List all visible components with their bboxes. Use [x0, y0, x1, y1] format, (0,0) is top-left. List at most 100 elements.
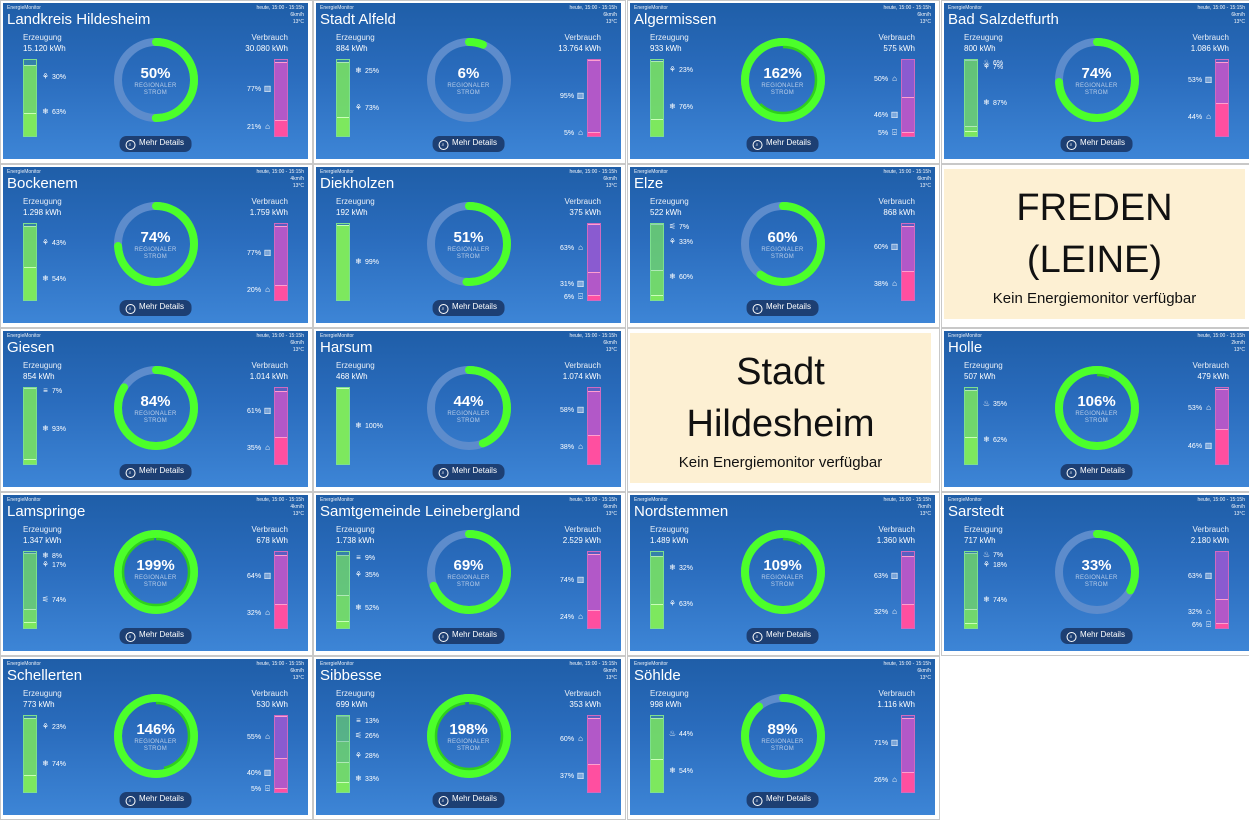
generation-label: Erzeugung	[650, 197, 689, 206]
caption-line: REGIONALER	[447, 83, 490, 89]
brand-label: EnergieMonitor	[634, 661, 668, 667]
consumption-value: 868 kWh	[883, 208, 915, 217]
consumption-legend-item: 38% ⌂	[874, 279, 899, 288]
home-icon: ⌂	[1206, 403, 1211, 413]
solar-icon: ⚘	[354, 103, 363, 113]
consumption-share: 21%	[247, 123, 263, 131]
time-label: heute, 15:00 - 15:15h	[569, 333, 617, 339]
time-label: heute, 15:00 - 15:15h	[569, 497, 617, 503]
no-monitor-title: Stadt Hildesheim	[687, 346, 875, 450]
consumption-value: 1.086 kWh	[1190, 44, 1229, 53]
more-details-button[interactable]: ⌕ Mehr Details	[432, 300, 505, 316]
more-details-button[interactable]: ⌕ Mehr Details	[746, 136, 819, 152]
generation-share: 54%	[50, 276, 66, 284]
consumption-legend-item: 31% ▥	[560, 279, 585, 288]
consumption-share: 55%	[247, 733, 263, 741]
generation-bar-segment	[24, 774, 36, 792]
more-details-label: Mehr Details	[452, 794, 497, 803]
regional-percent: 6%	[457, 65, 480, 82]
generation-label: Erzeugung	[23, 525, 62, 534]
more-details-button[interactable]: ⌕ Mehr Details	[1060, 464, 1133, 480]
consumption-bar	[901, 223, 915, 301]
more-details-button[interactable]: ⌕ Mehr Details	[119, 136, 192, 152]
more-details-button[interactable]: ⌕ Mehr Details	[432, 464, 505, 480]
tile-title: Nordstemmen	[634, 503, 729, 520]
regional-percent: 198%	[449, 721, 488, 738]
consumption-value: 530 kWh	[256, 700, 288, 709]
tile-cell: EnergieMonitor heute, 15:00 - 15:15h 6km/h…	[941, 0, 1249, 164]
tile-cell: EnergieMonitor heute, 15:00 - 15:15h 4km/h…	[0, 492, 313, 656]
consumption-legend-item: 5% ⌹	[878, 128, 899, 138]
consumption-legend-item: 44% ⌂	[1188, 112, 1213, 121]
consumption-legend-item: 77% ▥	[247, 84, 272, 93]
wind-speed: 6km/h	[603, 176, 617, 182]
more-details-button[interactable]: ⌕ Mehr Details	[119, 792, 192, 808]
generation-share: 93%	[50, 425, 66, 433]
consumption-legend-item: 38% ⌂	[560, 442, 585, 451]
ring-progress	[113, 38, 198, 122]
more-details-button[interactable]: ⌕ Mehr Details	[432, 628, 505, 644]
generation-label: Erzeugung	[336, 197, 375, 206]
ring-overflow	[1062, 373, 1131, 443]
biomass-icon: ♨	[668, 729, 677, 739]
generation-share: 60%	[677, 274, 693, 282]
consumption-value: 1.074 kWh	[562, 372, 601, 381]
caption-line: REGIONALER	[761, 83, 804, 89]
more-details-button[interactable]: ⌕ Mehr Details	[119, 300, 192, 316]
details-icon: ⌕	[1066, 632, 1077, 642]
generation-bar-segment	[337, 555, 349, 595]
consumption-share: 77%	[247, 86, 263, 94]
more-details-button[interactable]: ⌕ Mehr Details	[119, 464, 192, 480]
consumption-value: 353 kWh	[569, 700, 601, 709]
consumption-bar-segment	[275, 284, 287, 300]
farm-icon: ⌹	[578, 292, 583, 301]
consumption-bar	[274, 551, 288, 629]
generation-legend-item: ❄ 54%	[668, 766, 693, 775]
tile-title: Algermissen	[634, 11, 717, 28]
more-details-button[interactable]: ⌕ Mehr Details	[432, 792, 505, 808]
generation-legend-item: ♨ 35%	[982, 399, 1007, 408]
home-icon: ⌂	[578, 242, 583, 252]
generation-bar-segment	[337, 741, 349, 763]
generation-bar-segment	[24, 226, 36, 268]
generation-legend-item: ⚘ 33%	[668, 237, 693, 246]
generation-bar	[336, 223, 350, 301]
regional-percent: 69%	[453, 557, 484, 574]
biomass-icon: ♨	[982, 58, 991, 67]
more-details-label: Mehr Details	[139, 794, 184, 803]
regional-power-ring	[740, 202, 825, 286]
details-icon: ⌕	[125, 468, 136, 478]
generation-share: 32%	[677, 564, 693, 572]
more-details-button[interactable]: ⌕ Mehr Details	[119, 628, 192, 644]
more-details-button[interactable]: ⌕ Mehr Details	[746, 300, 819, 316]
regional-power-caption: REGIONALER STROM	[111, 575, 201, 589]
consumption-share: 63%	[874, 572, 890, 580]
wind-speed: 6km/h	[603, 12, 617, 18]
more-details-button[interactable]: ⌕ Mehr Details	[746, 628, 819, 644]
regional-power-caption: REGIONALER STROM	[111, 739, 201, 753]
time-info: heute, 15:00 - 15:15h 6km/h 13°C	[569, 497, 617, 518]
no-monitor-panel: FREDEN (LEINE) Kein Energiemonitor verfüg…	[944, 169, 1245, 319]
generation-legend-item: ❄ 8%	[41, 551, 62, 560]
brand-label: EnergieMonitor	[634, 5, 668, 11]
more-details-button[interactable]: ⌕ Mehr Details	[1060, 136, 1133, 152]
generation-bar-segment	[337, 117, 349, 136]
regional-power-ring	[426, 694, 511, 778]
generation-bar-segment	[651, 60, 663, 119]
farm-icon: ⌹	[892, 128, 897, 137]
ring-progress	[113, 202, 198, 286]
consumption-bar-segment	[275, 788, 287, 792]
wind-speed: 6km/h	[603, 504, 617, 510]
consumption-legend-item: 46% ▥	[874, 110, 899, 119]
tile-title: Schellerten	[7, 667, 83, 684]
generation-share: 74%	[50, 760, 66, 768]
generation-share: 28%	[363, 753, 379, 761]
solar-icon: ⚘	[41, 71, 50, 81]
more-details-button[interactable]: ⌕ Mehr Details	[1060, 628, 1133, 644]
hydro-icon: ⚟	[41, 594, 50, 604]
ring-progress	[1054, 38, 1139, 122]
more-details-button[interactable]: ⌕ Mehr Details	[746, 792, 819, 808]
generation-bar-segment	[24, 65, 36, 114]
more-details-button[interactable]: ⌕ Mehr Details	[432, 136, 505, 152]
generation-value: 699 kWh	[336, 700, 368, 709]
